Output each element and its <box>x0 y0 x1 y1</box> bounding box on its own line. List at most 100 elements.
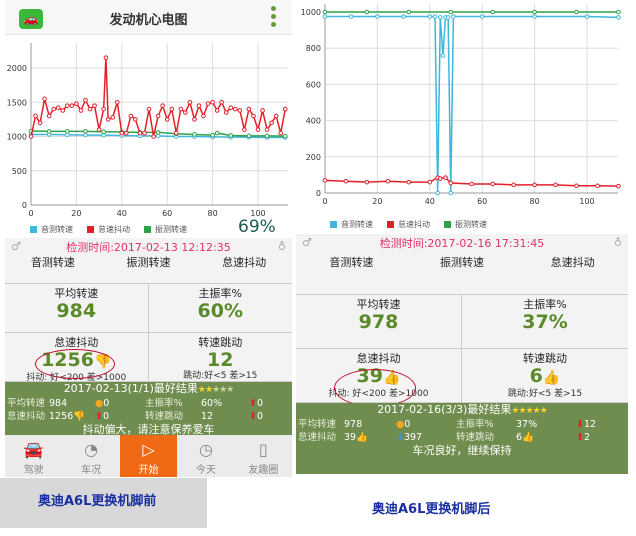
data-point <box>228 105 234 111</box>
best-row: 平均转速 978 ●0 主振率% 37% ⬇12 <box>296 418 628 431</box>
legend-label: 怠速抖动 <box>398 220 430 229</box>
thumbs-up-icon: 👍 <box>356 432 368 443</box>
star-icon: ★ <box>525 406 534 416</box>
delta-2: ⬆2 <box>576 431 590 444</box>
y-tick-label: 0 <box>316 189 321 198</box>
tab-play[interactable]: ▷ 开始 <box>119 435 178 477</box>
star-icon: ★ <box>197 385 206 395</box>
data-point <box>260 108 265 113</box>
stat-cell: 怠速抖动 1256👎 抖动: 好<200 差>1000 <box>5 333 149 383</box>
stat-label: 怠速抖动 <box>54 336 99 349</box>
data-point <box>246 133 252 139</box>
stat-note: 跳动:好<5 差>15 <box>183 371 258 381</box>
x-tick-label: 80 <box>208 209 218 218</box>
tab-label: 车况 <box>81 465 102 476</box>
tab-0[interactable]: 音测转速 <box>329 256 374 269</box>
delta-2: ⬆0 <box>249 410 263 423</box>
data-point <box>42 96 47 102</box>
data-point <box>51 106 57 112</box>
data-point <box>532 182 537 188</box>
dot-icon: ● <box>396 419 405 430</box>
data-point <box>114 99 120 105</box>
chart-legend-after: 音测转速 怠速抖动 振测转速 <box>330 219 487 230</box>
book-icon: ▯ <box>258 440 268 459</box>
data-point <box>201 113 206 119</box>
stat-cell: 平均转速 978 <box>296 295 462 349</box>
data-point <box>406 9 412 15</box>
stat-note: 跳动:好<5 差>15 <box>507 389 583 399</box>
legend-label: 振测转速 <box>455 220 487 229</box>
gauge-icon: ◔ <box>84 440 99 459</box>
tab-2[interactable]: 怠速抖动 <box>550 256 595 269</box>
stat-label: 主振率% <box>198 287 242 300</box>
caption-before-box <box>0 478 207 528</box>
data-point <box>437 176 443 181</box>
tab-1[interactable]: 振测转速 <box>439 256 484 269</box>
overlay-percent: 69% <box>238 217 276 237</box>
series-line-1 <box>30 57 286 137</box>
data-point <box>214 108 220 113</box>
delta-value: 0 <box>256 411 264 422</box>
legend-swatch <box>444 221 451 228</box>
row-value: 984 <box>49 397 95 410</box>
tab-gauge[interactable]: ◔ 车况 <box>62 435 119 477</box>
data-point <box>187 99 193 105</box>
data-point <box>103 55 109 61</box>
data-point <box>219 99 224 105</box>
stat-number: 12 <box>207 349 234 371</box>
stat-label: 怠速抖动 <box>356 352 401 365</box>
data-point <box>322 14 328 19</box>
best-result-title: 2017-02-16(3/3)最好结果★★★★★ <box>296 403 628 418</box>
data-point <box>616 15 621 20</box>
x-tick-label: 80 <box>530 197 540 206</box>
stat-value: 60% <box>149 300 293 322</box>
data-point <box>437 15 443 20</box>
data-point <box>242 127 247 132</box>
data-point <box>69 103 75 108</box>
legend-item[interactable]: 音测转速 <box>30 224 73 235</box>
result-panel-after: 检测时间:2017-02-16 17:31:45 ♂ ♁ 音测转速 振测转速 怠速抖动 平均… <box>296 234 628 474</box>
row-value: 1256👎 <box>49 410 95 423</box>
data-point <box>37 120 43 126</box>
car-app-icon[interactable]: 🚗 <box>19 9 43 29</box>
legend-item[interactable]: 怠速抖动 <box>387 219 430 230</box>
legend-item[interactable]: 振测转速 <box>144 224 187 235</box>
row-value: 978 <box>344 418 396 431</box>
data-point <box>448 9 454 15</box>
legend-item[interactable]: 音测转速 <box>330 219 373 230</box>
y-tick-label: 500 <box>12 167 27 176</box>
up-icon: ⬆ <box>249 411 257 422</box>
x-tick-label: 40 <box>425 197 435 206</box>
delta-2: ⬆0 <box>249 397 263 410</box>
data-point <box>584 14 590 19</box>
tab-2[interactable]: 怠速抖动 <box>222 256 267 269</box>
x-tick-label: 100 <box>250 209 265 218</box>
row-value-text: 12 <box>201 411 214 422</box>
row-label: 平均转速 <box>298 419 337 430</box>
data-point <box>101 129 106 135</box>
data-point <box>443 175 448 180</box>
stats-grid: 平均转速 984 主振率% 60% 怠速抖动 1256👎 抖动: 好<200 差>1000 转… <box>5 283 293 383</box>
up-icon: ⬆ <box>95 411 103 422</box>
tab-car[interactable]: 🚘 驾驶 <box>5 435 62 477</box>
series-line-0 <box>325 15 619 194</box>
detection-time: 检测时间:2017-02-13 12:12:35 <box>66 241 231 254</box>
tab-1[interactable]: 振测转速 <box>126 256 171 269</box>
legend-item[interactable]: 振测转速 <box>444 219 487 230</box>
stat-cell: 平均转速 984 <box>5 284 149 333</box>
legend-label: 怠速抖动 <box>98 225 130 234</box>
highlight-ellipse <box>35 349 115 379</box>
tab-book[interactable]: ▯ 友趣圈 <box>235 435 292 477</box>
data-point <box>427 14 433 19</box>
more-vertical-icon[interactable] <box>271 6 277 30</box>
gender-icon-right: ♁ <box>277 240 286 253</box>
stat-number: 978 <box>358 311 399 333</box>
data-point <box>83 132 88 138</box>
tab-clock[interactable]: ◷ 今天 <box>177 435 234 477</box>
x-tick-label: 0 <box>28 209 33 218</box>
stat-cell: 主振率% 60% <box>148 284 293 333</box>
data-point <box>105 117 111 122</box>
legend-item[interactable]: 怠速抖动 <box>87 224 130 235</box>
legend-swatch <box>30 226 37 233</box>
tab-0[interactable]: 音测转速 <box>30 256 75 269</box>
